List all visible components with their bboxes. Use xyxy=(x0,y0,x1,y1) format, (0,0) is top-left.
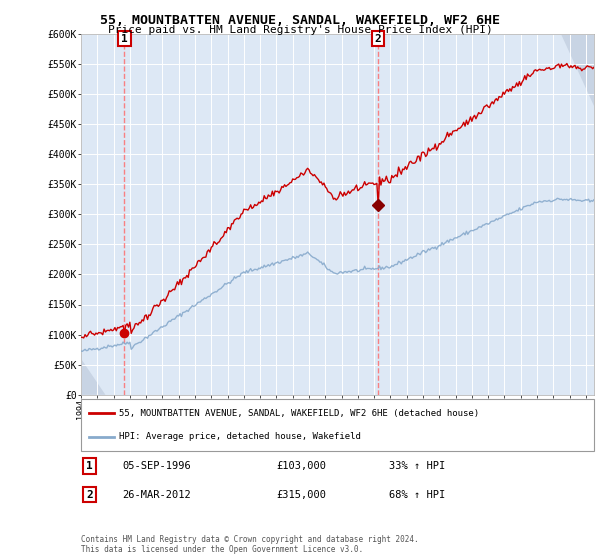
Text: 2: 2 xyxy=(374,34,381,44)
Text: 55, MOUNTBATTEN AVENUE, SANDAL, WAKEFIELD, WF2 6HE (detached house): 55, MOUNTBATTEN AVENUE, SANDAL, WAKEFIEL… xyxy=(119,409,479,418)
Text: Price paid vs. HM Land Registry's House Price Index (HPI): Price paid vs. HM Land Registry's House … xyxy=(107,25,493,35)
Text: 26-MAR-2012: 26-MAR-2012 xyxy=(122,489,191,500)
Text: £103,000: £103,000 xyxy=(276,461,326,471)
Text: 2: 2 xyxy=(86,489,93,500)
Text: £315,000: £315,000 xyxy=(276,489,326,500)
Text: HPI: Average price, detached house, Wakefield: HPI: Average price, detached house, Wake… xyxy=(119,432,361,441)
Text: 1: 1 xyxy=(86,461,93,471)
Text: Contains HM Land Registry data © Crown copyright and database right 2024.
This d: Contains HM Land Registry data © Crown c… xyxy=(81,535,419,554)
Polygon shape xyxy=(81,359,106,395)
Text: 33% ↑ HPI: 33% ↑ HPI xyxy=(389,461,445,471)
Text: 55, MOUNTBATTEN AVENUE, SANDAL, WAKEFIELD, WF2 6HE: 55, MOUNTBATTEN AVENUE, SANDAL, WAKEFIEL… xyxy=(100,14,500,27)
Text: 05-SEP-1996: 05-SEP-1996 xyxy=(122,461,191,471)
Text: 68% ↑ HPI: 68% ↑ HPI xyxy=(389,489,445,500)
Text: 1: 1 xyxy=(121,34,128,44)
Polygon shape xyxy=(562,34,594,106)
FancyBboxPatch shape xyxy=(81,399,594,451)
